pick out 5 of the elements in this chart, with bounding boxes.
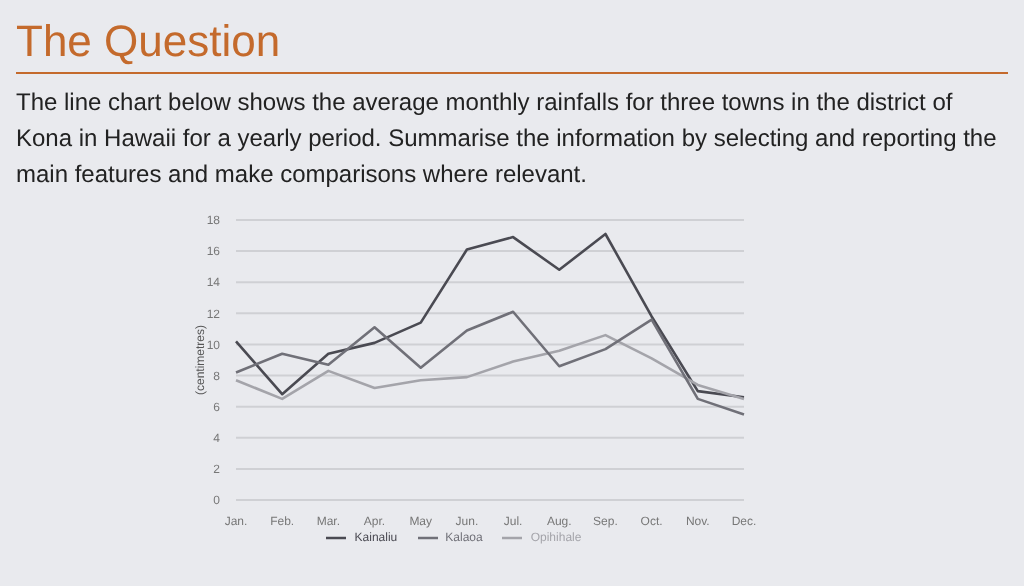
- chart-title: The Question: [16, 12, 1008, 74]
- line-series: [234, 232, 746, 399]
- line-series: [234, 333, 746, 401]
- line-series: [234, 310, 746, 416]
- chart-subtitle: The line chart below shows the average monthly rainfalls for three towns in the district of Kona in Hawaii for a yearly period. Summarise the information by selecting and reporting the main features and make comparisons where relevant.: [16, 86, 999, 192]
